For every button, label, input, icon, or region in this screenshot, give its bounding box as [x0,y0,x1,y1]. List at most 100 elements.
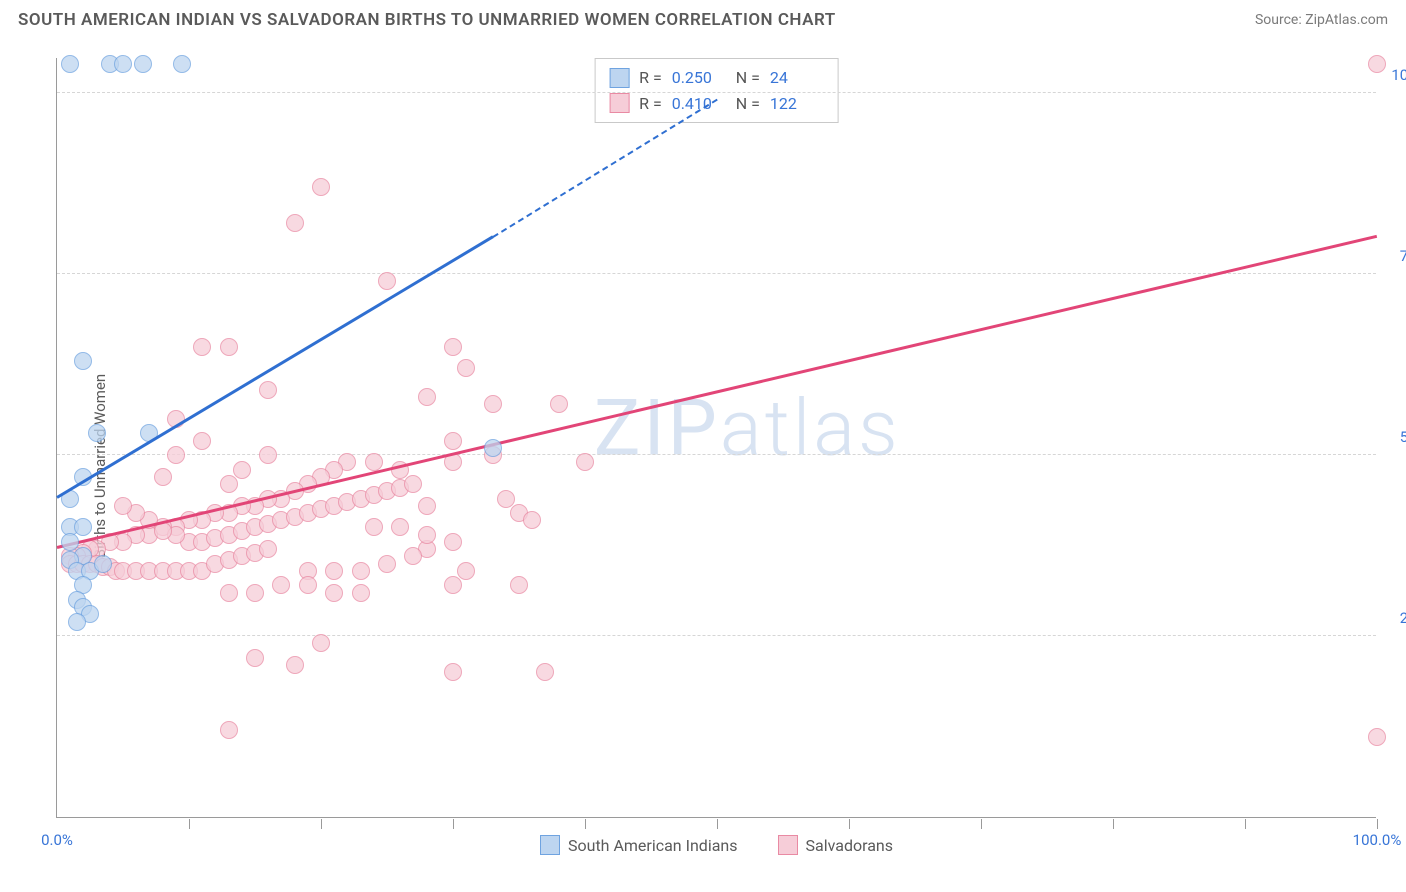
source-attribution: Source: ZipAtlas.com [1255,12,1388,28]
scatter-point [114,497,132,515]
x-tick-label: 0.0% [41,831,73,849]
gridline-h [57,273,1376,274]
stat-row: R = 0.250 N = 24 [609,65,824,91]
x-tick [849,819,850,829]
scatter-point [299,576,317,594]
x-tick [321,819,322,829]
scatter-point [220,338,238,356]
legend-swatch [609,93,629,113]
x-tick-label: 100.0% [1353,831,1402,849]
stat-r-label: R = [639,91,662,117]
scatter-point [154,468,172,486]
y-tick-label: 50.0% [1400,428,1406,446]
scatter-point [272,576,290,594]
scatter-point [484,439,502,457]
scatter-point [286,214,304,232]
legend-label: Salvadorans [806,836,893,855]
watermark-thin: atlas [720,383,901,474]
stat-n-label: N = [736,65,760,91]
chart-container: Births to Unmarried Women ZIPatlas R =0.… [0,40,1406,892]
scatter-point [259,446,277,464]
stat-r-value: 0.410 [672,91,726,117]
stat-row: R = 0.410 N = 122 [609,91,824,117]
stat-n-value: 24 [770,65,824,91]
scatter-point [418,526,436,544]
y-tick-label: 100.0% [1391,66,1406,84]
scatter-point [193,338,211,356]
scatter-point [88,424,106,442]
scatter-point [220,475,238,493]
x-tick [981,819,982,829]
legend-swatch [778,835,798,855]
scatter-point [365,518,383,536]
gridline-h [57,92,1376,93]
scatter-point [167,446,185,464]
legend-swatch [540,835,560,855]
scatter-point [418,388,436,406]
scatter-point [68,613,86,631]
scatter-point [378,555,396,573]
scatter-point [246,584,264,602]
chart-title: SOUTH AMERICAN INDIAN VS SALVADORAN BIRT… [18,10,836,30]
scatter-point [404,475,422,493]
correlation-stats-box: R = 0.250 N = 24 R = 0.410 N = 122 [594,58,839,123]
y-tick-label: 25.0% [1400,609,1406,627]
scatter-point [391,518,409,536]
scatter-point [510,576,528,594]
scatter-point [444,533,462,551]
scatter-point [378,272,396,290]
x-tick [717,819,718,829]
scatter-point [233,461,251,479]
scatter-point [1368,728,1386,746]
scatter-point [352,562,370,580]
scatter-point [259,540,277,558]
legend-item: South American Indians [540,835,738,855]
scatter-point [312,634,330,652]
scatter-point [497,490,515,508]
plot-area: ZIPatlas R =0.250N =24R =0.410N =122 Sou… [56,58,1376,818]
scatter-point [444,663,462,681]
scatter-point [444,338,462,356]
scatter-point [404,547,422,565]
scatter-point [259,381,277,399]
x-tick [189,819,190,829]
legend-item: Salvadorans [778,835,893,855]
legend-swatch [609,68,629,88]
x-tick [1245,819,1246,829]
scatter-point [444,432,462,450]
scatter-point [550,395,568,413]
gridline-h [57,635,1376,636]
scatter-point [418,497,436,515]
scatter-point [536,663,554,681]
stat-r-value: 0.250 [672,65,726,91]
scatter-point [61,55,79,73]
scatter-point [325,562,343,580]
trend-line [57,235,1378,549]
scatter-point [61,533,79,551]
scatter-point [193,432,211,450]
x-tick [453,819,454,829]
y-tick-label: 75.0% [1400,247,1406,265]
scatter-point [246,649,264,667]
scatter-point [114,55,132,73]
scatter-point [523,511,541,529]
scatter-point [1368,55,1386,73]
scatter-point [325,584,343,602]
scatter-point [484,395,502,413]
scatter-point [173,55,191,73]
watermark: ZIPatlas [594,383,901,474]
scatter-point [457,562,475,580]
scatter-point [286,656,304,674]
scatter-point [352,584,370,602]
stat-r-label: R = [639,65,662,91]
scatter-point [94,555,112,573]
stat-n-label: N = [736,91,760,117]
scatter-point [220,721,238,739]
bottom-legend: South American Indians Salvadorans [57,835,1376,855]
scatter-point [74,518,92,536]
x-tick [585,819,586,829]
x-tick [1113,819,1114,829]
scatter-point [74,352,92,370]
scatter-point [576,453,594,471]
stat-n-value: 122 [770,91,824,117]
